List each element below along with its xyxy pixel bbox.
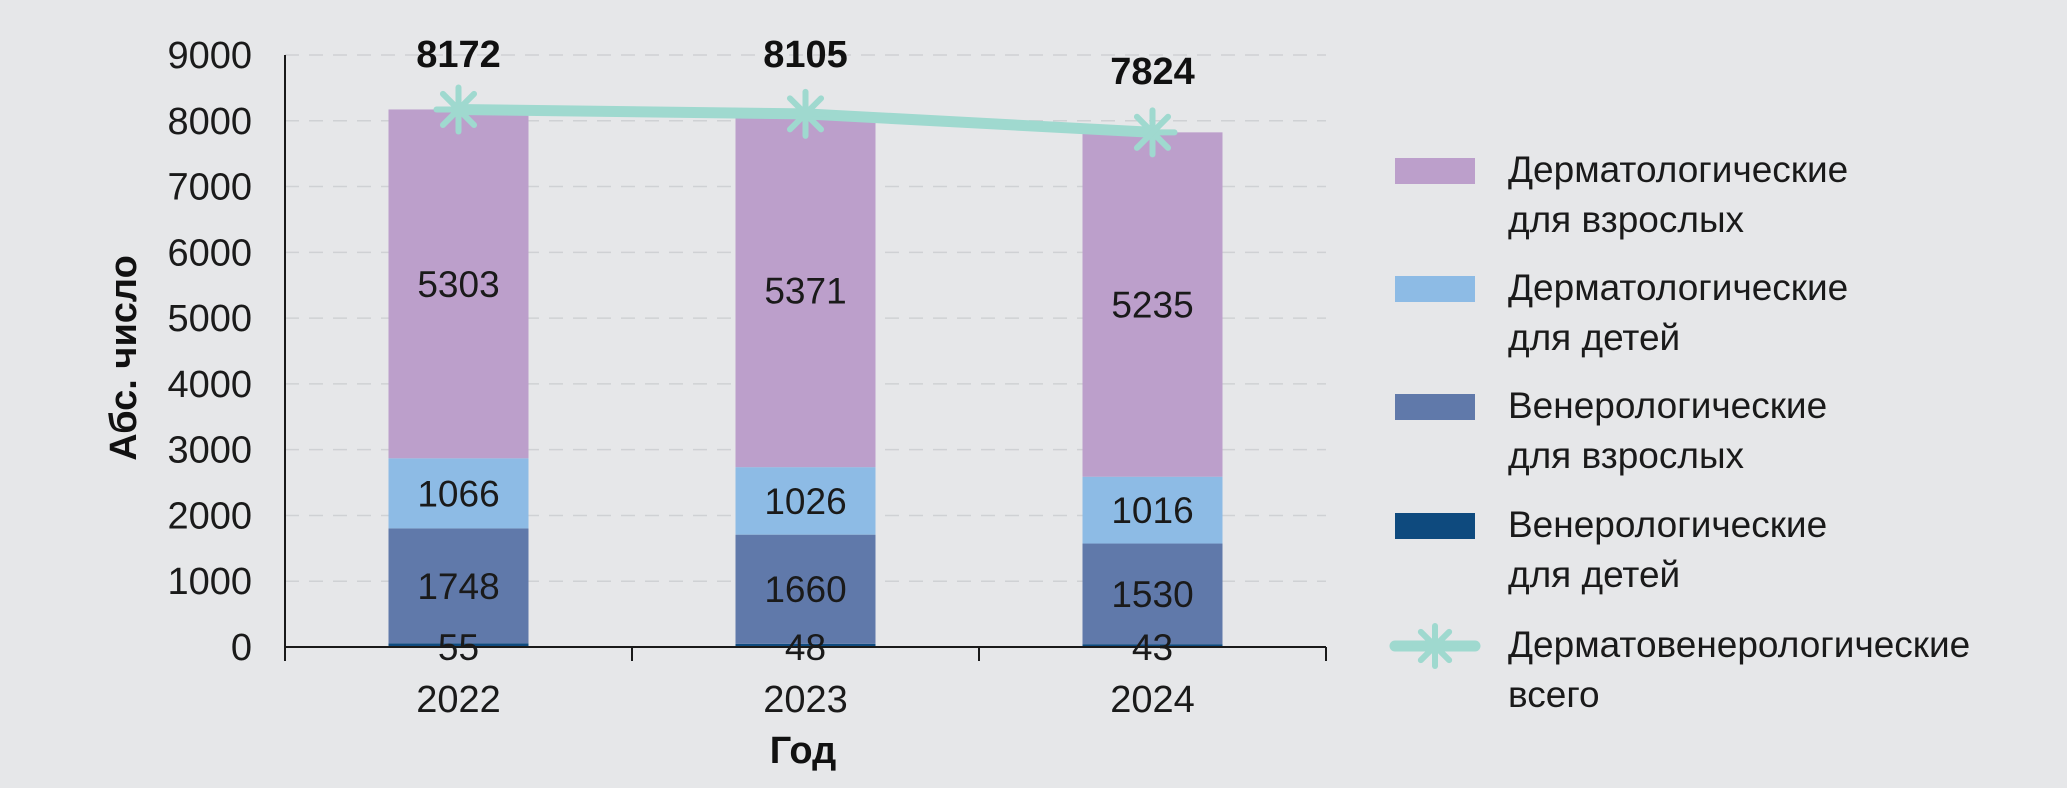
x-tick-label: 2024 (1110, 679, 1195, 721)
bar-segment (735, 113, 876, 468)
legend-swatch (1395, 513, 1475, 539)
legend-label: Венерологические (1508, 385, 1827, 426)
axes-layer: 0 1000 2000 3000 4000 5000 6000 7000 8000 9000 202… (103, 35, 1327, 772)
data-label: 1530 (1111, 574, 1193, 615)
bar-segment (735, 534, 876, 644)
y-tick-label: 5000 (167, 298, 252, 340)
data-label: 1016 (1111, 490, 1193, 531)
legend-item: Дерматовенерологические всего (1389, 623, 1970, 715)
legend-item: Дерматологические для взрослых (1395, 149, 1848, 240)
data-label: 1660 (764, 569, 846, 610)
bars-layer (388, 109, 1223, 647)
total-label: 8105 (763, 34, 848, 76)
legend-label: Венерологические (1508, 504, 1827, 545)
legend-item: Венерологические для детей (1395, 504, 1827, 595)
total-marker (1127, 107, 1178, 158)
bar-segment (388, 458, 529, 529)
legend-label: Дерматологические (1508, 267, 1848, 308)
y-tick-label: 9000 (167, 35, 252, 77)
y-tick-label: 0 (231, 627, 252, 669)
legend-item: Венерологические для взрослых (1395, 385, 1827, 476)
legend-label: для детей (1508, 317, 1680, 358)
legend-label: Дерматовенерологические (1508, 624, 1970, 665)
bar-segment (388, 109, 529, 459)
x-tick-label: 2022 (416, 679, 501, 721)
labels-layer: 55 1748 1066 5303 48 1660 1026 5371 43 1530 1016 52… (416, 34, 1195, 668)
y-tick-label: 4000 (167, 364, 252, 406)
bar-segment (388, 643, 529, 647)
y-tick-label: 7000 (167, 167, 252, 209)
y-tick-label: 1000 (167, 561, 252, 603)
bar-segment (735, 467, 876, 535)
legend-swatch (1395, 276, 1475, 302)
data-label: 1748 (417, 566, 499, 607)
data-label: 5235 (1111, 285, 1193, 326)
y-tick-label: 8000 (167, 101, 252, 143)
legend-marker (1412, 623, 1458, 669)
bar-segment (735, 643, 876, 647)
x-tick-label: 2023 (763, 679, 848, 721)
y-axis-title: Абс. число (103, 255, 145, 461)
legend-swatch (1395, 394, 1475, 420)
legend-label: для детей (1508, 554, 1680, 595)
bar-segment (1082, 132, 1223, 477)
legend-label: Дерматологические (1508, 149, 1848, 190)
data-label: 5303 (417, 264, 499, 305)
bar-segment (388, 528, 529, 644)
total-line-layer (433, 84, 1178, 158)
data-label: 55 (438, 627, 479, 668)
data-label: 1066 (417, 473, 499, 514)
y-tick-label: 3000 (167, 430, 252, 472)
data-label: 1026 (764, 481, 846, 522)
total-marker (433, 84, 484, 135)
bar-segment (1082, 476, 1223, 544)
legend-item: Дерматологические для детей (1395, 267, 1848, 358)
bar-segment (1082, 543, 1223, 645)
total-marker (780, 88, 831, 139)
legend-label: для взрослых (1508, 199, 1745, 240)
data-label: 5371 (764, 271, 846, 312)
data-label: 43 (1132, 627, 1173, 668)
data-label: 48 (785, 627, 826, 668)
x-axis-title: Год (770, 730, 836, 772)
bar-segment (1082, 644, 1223, 647)
y-tick-label: 2000 (167, 495, 252, 537)
total-label: 8172 (416, 34, 501, 76)
legend-label: для взрослых (1508, 435, 1745, 476)
legend-swatch (1395, 158, 1475, 184)
total-label: 7824 (1110, 51, 1195, 93)
legend-label: всего (1508, 674, 1600, 715)
y-tick-label: 6000 (167, 232, 252, 274)
